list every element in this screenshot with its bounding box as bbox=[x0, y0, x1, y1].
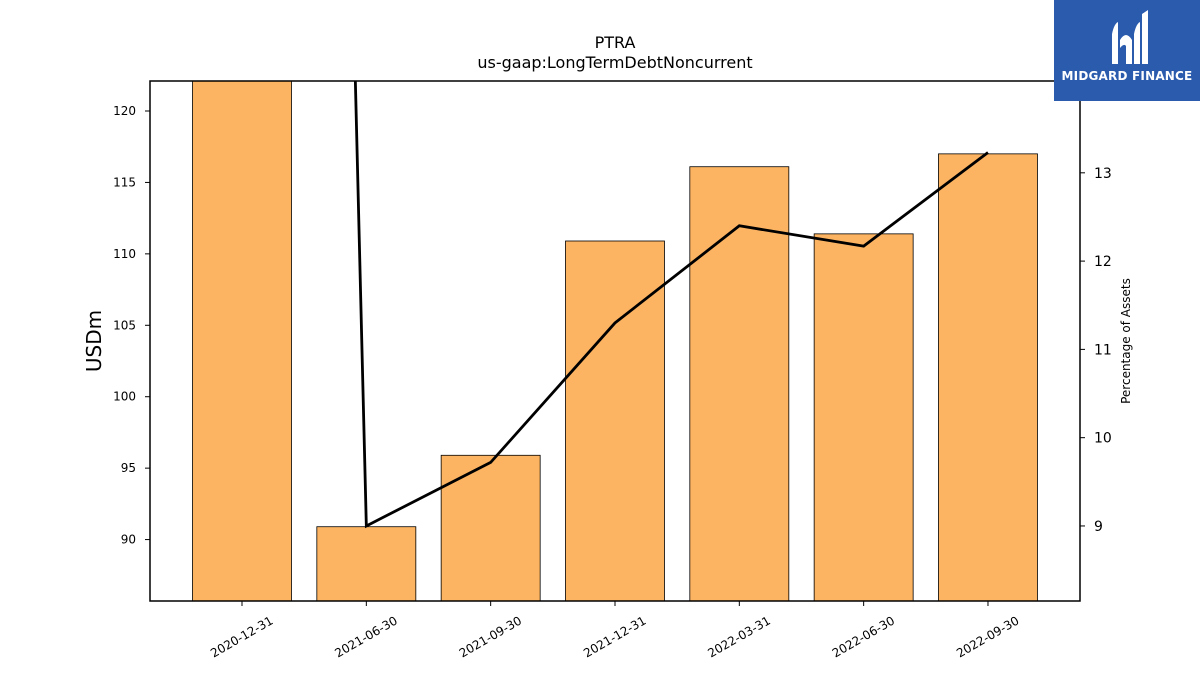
x-tick-label: 2020-12-31 bbox=[208, 613, 275, 660]
x-tick-label: 2021-12-31 bbox=[581, 613, 648, 660]
x-tick-label: 2022-09-30 bbox=[954, 613, 1021, 660]
line-layer bbox=[353, 81, 989, 529]
y-tick-label: 95 bbox=[121, 461, 136, 475]
y2-tick-label: 10 bbox=[1094, 431, 1112, 447]
y-axis-left: 90 95 100 105 110 115 120 bbox=[113, 104, 150, 547]
midgard-finance-logo: MIDGARD FINANCE bbox=[1054, 0, 1200, 101]
y2-tick-label: 9 bbox=[1094, 519, 1103, 535]
bar-2022-06-30 bbox=[813, 233, 914, 601]
x-tick-label: 2021-06-30 bbox=[332, 613, 399, 660]
y-axis-right: 9 10 11 12 13 bbox=[1080, 166, 1112, 535]
bar-2022-09-30 bbox=[938, 153, 1038, 601]
x-tick-label: 2022-03-31 bbox=[705, 613, 772, 660]
bar-2022-03-31 bbox=[689, 166, 790, 601]
y-tick-label: 105 bbox=[113, 318, 136, 332]
x-axis: 2020-12-31 2021-06-30 2021-09-30 2021-12-31… bbox=[208, 601, 1021, 660]
y2-axis-label: Percentage of Assets bbox=[1119, 278, 1133, 404]
midgard-monogram-icon bbox=[1054, 0, 1200, 101]
y-tick-label: 100 bbox=[113, 390, 136, 404]
x-tick-label: 2022-06-30 bbox=[830, 613, 897, 660]
bar-2020-12-31 bbox=[192, 81, 292, 601]
chart-title: PTRA bbox=[595, 33, 636, 52]
logo-text: MIDGARD FINANCE bbox=[1061, 69, 1193, 83]
chart-subtitle: us-gaap:LongTermDebtNoncurrent bbox=[477, 53, 752, 72]
bar-2021-06-30 bbox=[316, 526, 417, 601]
bars-layer bbox=[192, 81, 1038, 601]
y2-tick-label: 12 bbox=[1094, 254, 1112, 270]
percentage-line bbox=[353, 81, 989, 529]
y-tick-label: 120 bbox=[113, 104, 136, 118]
y-tick-label: 115 bbox=[113, 175, 136, 189]
bar-2021-12-31 bbox=[565, 240, 665, 601]
y2-tick-label: 13 bbox=[1094, 166, 1112, 182]
y2-tick-label: 11 bbox=[1094, 342, 1112, 358]
y-tick-label: 90 bbox=[121, 533, 136, 547]
bar-2021-09-30 bbox=[440, 454, 541, 601]
x-tick-label: 2021-09-30 bbox=[457, 613, 524, 660]
y-tick-label: 110 bbox=[113, 247, 136, 261]
y-axis-label: USDm bbox=[82, 310, 106, 372]
